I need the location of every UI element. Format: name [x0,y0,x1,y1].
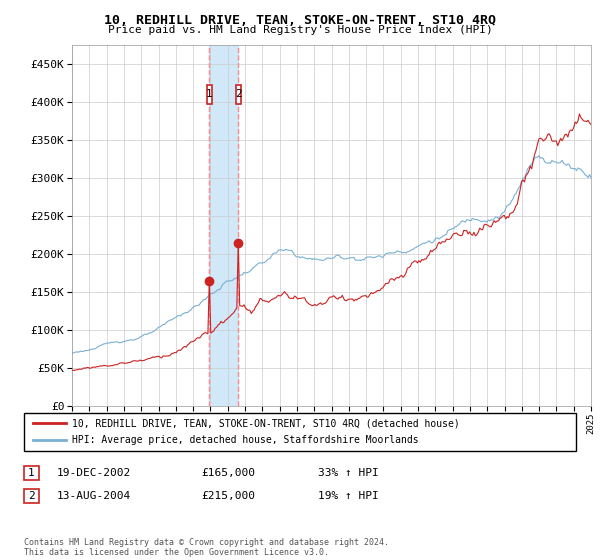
Bar [209,45,238,406]
Text: 19-DEC-2002: 19-DEC-2002 [57,468,131,478]
Text: 33% ↑ HPI: 33% ↑ HPI [318,468,379,478]
Text: £215,000: £215,000 [201,491,255,501]
Text: 1: 1 [206,89,213,99]
Text: Price paid vs. HM Land Registry's House Price Index (HPI): Price paid vs. HM Land Registry's House … [107,25,493,35]
FancyBboxPatch shape [236,85,241,104]
Text: 13-AUG-2004: 13-AUG-2004 [57,491,131,501]
Text: HPI: Average price, detached house, Staffordshire Moorlands: HPI: Average price, detached house, Staf… [72,435,419,445]
Text: £165,000: £165,000 [201,468,255,478]
Text: 2: 2 [28,491,35,501]
Text: Contains HM Land Registry data © Crown copyright and database right 2024.
This d: Contains HM Land Registry data © Crown c… [24,538,389,557]
Text: 19% ↑ HPI: 19% ↑ HPI [318,491,379,501]
Text: 2: 2 [235,89,242,99]
FancyBboxPatch shape [207,85,212,104]
Text: 10, REDHILL DRIVE, TEAN, STOKE-ON-TRENT, ST10 4RQ (detached house): 10, REDHILL DRIVE, TEAN, STOKE-ON-TRENT,… [72,418,460,428]
Text: 1: 1 [28,468,35,478]
Text: 10, REDHILL DRIVE, TEAN, STOKE-ON-TRENT, ST10 4RQ: 10, REDHILL DRIVE, TEAN, STOKE-ON-TRENT,… [104,14,496,27]
